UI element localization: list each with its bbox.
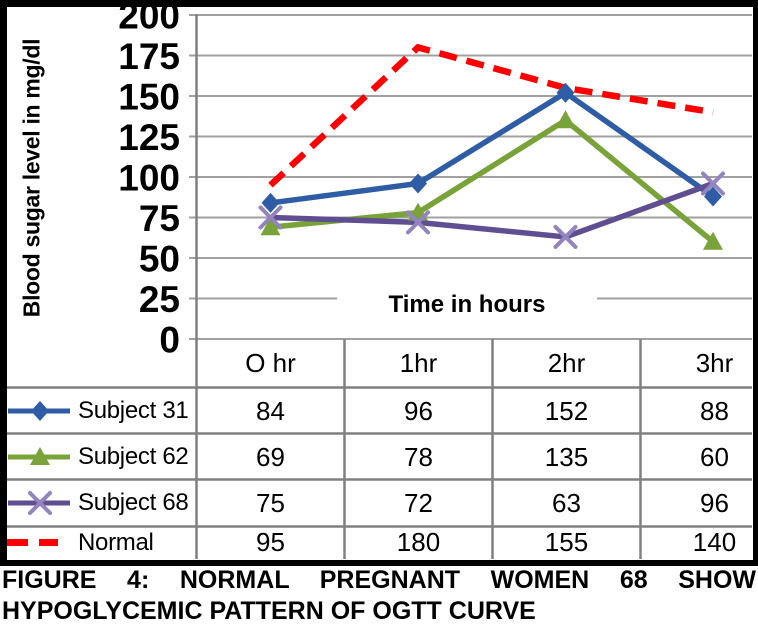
column-header-2hr: 2hr [547,347,586,378]
column-header-0hr: O hr [245,347,296,378]
svg-text:200: 200 [118,0,180,37]
svg-text:0: 0 [159,320,180,361]
table-cell: 69 [256,441,285,472]
column-header-1hr: 1hr [399,347,438,378]
y-axis-title: Blood sugar level in mg/dl [18,38,45,318]
legend-label-subject-31: Subject 31 [78,397,189,424]
table-cell: 155 [544,527,589,557]
x-axis-title: Time in hours [337,291,597,318]
table-cell: 96 [700,487,729,518]
figure-caption-line2: HYPOGLYCEMIC PATTERN OF OGTT CURVE [2,597,536,624]
table-cell: 63 [552,487,581,518]
figure-caption-line1: FIGURE 4: NORMAL PREGNANT WOMEN 68 SHOW [2,566,756,594]
legend-label-normal: Normal [78,528,154,556]
table-cell: 140 [692,527,737,557]
table-cell: 152 [544,395,589,426]
table-cell: 135 [544,441,589,472]
svg-text:100: 100 [118,158,180,199]
table-cell: 78 [404,441,433,472]
svg-text:150: 150 [118,77,180,118]
table-cell: 75 [256,487,285,518]
svg-text:75: 75 [139,198,180,239]
table-cell: 72 [404,487,433,518]
table-cell: 84 [256,395,285,426]
table-cell: 88 [700,395,729,426]
column-header-3hr: 3hr [695,347,734,378]
svg-text:175: 175 [118,36,180,77]
legend-label-subject-68: Subject 68 [78,489,189,516]
table-cell: 96 [404,395,433,426]
table-cell: 180 [396,527,441,557]
legend-label-subject-62: Subject 62 [78,443,189,470]
svg-text:25: 25 [139,279,180,320]
svg-text:50: 50 [139,239,180,280]
svg-text:125: 125 [118,117,180,158]
table-cell: 60 [700,441,729,472]
table-cell: 95 [256,527,285,557]
